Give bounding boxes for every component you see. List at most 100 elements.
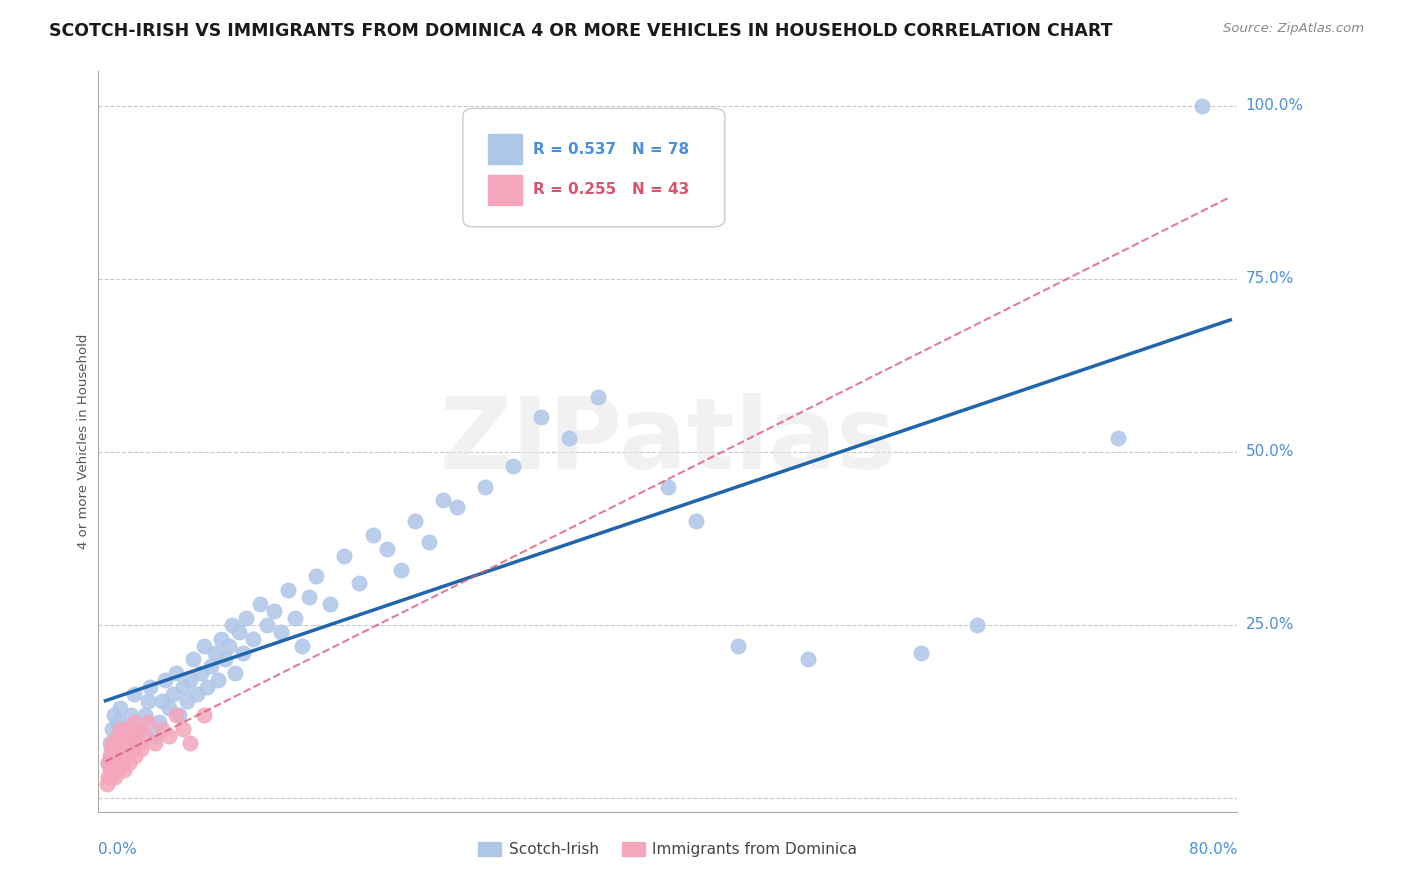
- Point: [107, 763, 129, 777]
- Point: [117, 722, 139, 736]
- Point: [389, 563, 412, 577]
- Point: [139, 680, 162, 694]
- Point: [685, 514, 707, 528]
- Point: [114, 735, 136, 749]
- Point: [101, 722, 124, 736]
- Point: [375, 541, 398, 556]
- Point: [333, 549, 356, 563]
- Text: 0.0%: 0.0%: [98, 842, 138, 857]
- Point: [97, 756, 120, 771]
- Point: [235, 611, 257, 625]
- Point: [530, 410, 553, 425]
- Point: [134, 707, 156, 722]
- Point: [193, 707, 215, 722]
- Point: [167, 707, 190, 722]
- Point: [361, 528, 384, 542]
- Point: [103, 749, 125, 764]
- Point: [657, 479, 679, 493]
- Point: [100, 742, 122, 756]
- Point: [727, 639, 749, 653]
- Point: [966, 618, 988, 632]
- Point: [122, 714, 145, 729]
- Point: [242, 632, 264, 646]
- Point: [165, 666, 187, 681]
- Point: [305, 569, 328, 583]
- Point: [129, 722, 152, 736]
- Point: [179, 673, 201, 688]
- Point: [446, 500, 468, 515]
- Point: [150, 722, 173, 736]
- Point: [797, 652, 820, 666]
- Point: [1191, 99, 1213, 113]
- Point: [179, 735, 201, 749]
- Point: [291, 639, 314, 653]
- Text: 100.0%: 100.0%: [1246, 98, 1303, 113]
- Point: [228, 624, 250, 639]
- FancyBboxPatch shape: [488, 135, 522, 164]
- Point: [111, 735, 134, 749]
- Y-axis label: 4 or more Vehicles in Household: 4 or more Vehicles in Household: [77, 334, 90, 549]
- Point: [319, 597, 342, 611]
- Point: [404, 514, 426, 528]
- Point: [256, 618, 278, 632]
- Text: SCOTCH-IRISH VS IMMIGRANTS FROM DOMINICA 4 OR MORE VEHICLES IN HOUSEHOLD CORRELA: SCOTCH-IRISH VS IMMIGRANTS FROM DOMINICA…: [49, 22, 1112, 40]
- FancyBboxPatch shape: [488, 175, 522, 204]
- Point: [263, 604, 285, 618]
- Point: [172, 722, 194, 736]
- Point: [165, 707, 187, 722]
- Point: [97, 770, 120, 784]
- Text: 25.0%: 25.0%: [1246, 617, 1294, 632]
- Point: [111, 742, 134, 756]
- Point: [108, 701, 131, 715]
- Point: [249, 597, 271, 611]
- Point: [129, 742, 152, 756]
- Point: [100, 770, 122, 784]
- Point: [104, 770, 127, 784]
- Point: [105, 756, 128, 771]
- Point: [172, 680, 194, 694]
- Point: [214, 652, 236, 666]
- Point: [101, 735, 124, 749]
- Point: [432, 493, 454, 508]
- Point: [162, 687, 184, 701]
- Point: [98, 735, 121, 749]
- Point: [124, 749, 146, 764]
- Point: [157, 729, 180, 743]
- Point: [209, 632, 232, 646]
- Point: [502, 458, 524, 473]
- Point: [221, 618, 243, 632]
- Point: [125, 722, 148, 736]
- Point: [418, 534, 440, 549]
- Point: [910, 646, 932, 660]
- Point: [108, 749, 131, 764]
- Point: [1107, 431, 1129, 445]
- Point: [270, 624, 292, 639]
- Point: [195, 680, 218, 694]
- Point: [122, 687, 145, 701]
- Point: [224, 666, 246, 681]
- Legend: Scotch-Irish, Immigrants from Dominica: Scotch-Irish, Immigrants from Dominica: [472, 836, 863, 863]
- Point: [97, 756, 120, 771]
- Text: 50.0%: 50.0%: [1246, 444, 1294, 459]
- Point: [115, 749, 138, 764]
- Point: [103, 707, 125, 722]
- Point: [115, 722, 138, 736]
- Point: [284, 611, 307, 625]
- Point: [108, 722, 131, 736]
- Point: [112, 763, 135, 777]
- Point: [125, 735, 148, 749]
- Point: [110, 756, 132, 771]
- Point: [207, 673, 229, 688]
- Point: [181, 652, 204, 666]
- Point: [347, 576, 370, 591]
- Point: [110, 729, 132, 743]
- Text: ZIPatlas: ZIPatlas: [440, 393, 896, 490]
- Point: [193, 639, 215, 653]
- Point: [232, 646, 254, 660]
- Point: [143, 729, 166, 743]
- Point: [121, 742, 143, 756]
- Point: [103, 763, 125, 777]
- Point: [120, 729, 142, 743]
- Point: [218, 639, 240, 653]
- Point: [136, 714, 159, 729]
